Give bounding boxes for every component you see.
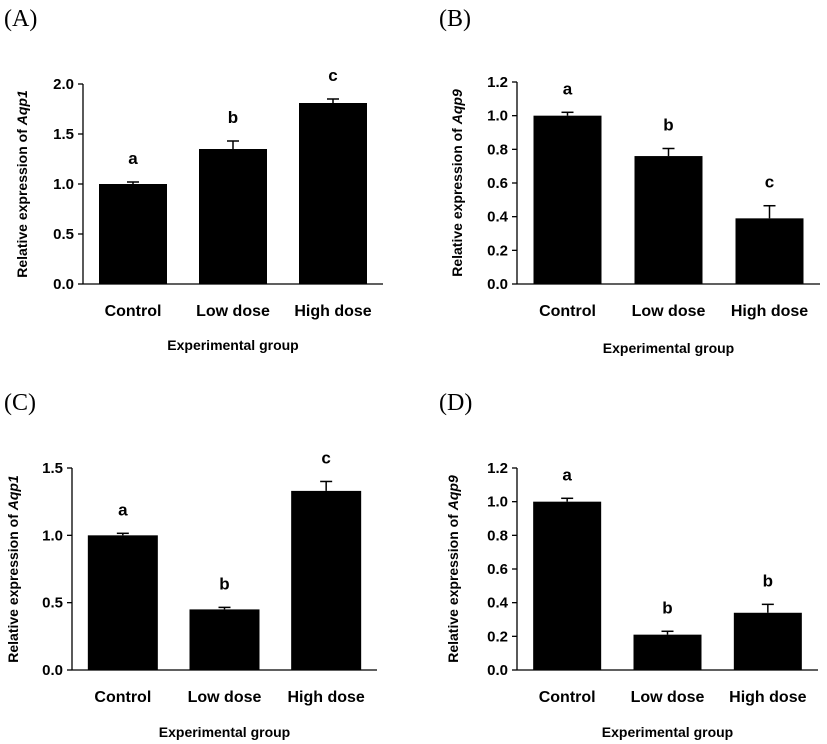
y-tick-label: 1.0: [53, 176, 74, 193]
y-axis-title-prefix: Relative expression of: [14, 125, 30, 278]
y-tick-label: 2.0: [53, 76, 74, 93]
category-label: High dose: [731, 303, 808, 320]
y-tick-label: 0.0: [42, 662, 63, 679]
y-tick-label: 1.5: [53, 126, 74, 143]
significance-label: c: [328, 66, 337, 85]
y-axis-title-gene: Aqp9: [445, 475, 461, 511]
significance-label: c: [765, 173, 774, 192]
bar: [735, 218, 804, 284]
y-tick-label: 0.8: [487, 527, 508, 544]
category-label: Control: [105, 303, 162, 320]
significance-label: b: [663, 115, 673, 134]
category-label: Control: [94, 689, 151, 706]
category-label: Low dose: [196, 303, 270, 320]
y-tick-label: 0.0: [487, 662, 508, 679]
bar: [199, 149, 267, 284]
panel-2: (B) 0.0 0.2 0.4 0.6 0.8 1.0 1.2 a Control b Low dos…: [439, 6, 820, 356]
panel-letter: (B): [439, 6, 471, 32]
bar: [634, 156, 703, 284]
bar: [189, 609, 260, 670]
y-axis-title-gene: Aqp1: [14, 90, 30, 126]
category-label: High dose: [287, 689, 364, 706]
panel-letter: (C): [4, 390, 36, 416]
category-label: Control: [539, 689, 596, 706]
bar: [533, 115, 602, 285]
significance-label: b: [228, 108, 238, 127]
y-axis-title-prefix: Relative expression of: [445, 510, 461, 663]
significance-label: a: [118, 500, 128, 519]
y-axis-title: Relative expression of Aqp9: [445, 475, 461, 663]
significance-label: c: [321, 448, 330, 467]
significance-label: b: [219, 574, 229, 593]
bar: [633, 634, 702, 670]
significance-label: a: [563, 79, 573, 98]
panel-4: (D) 0.0 0.2 0.4 0.6 0.8 1.0 1.2 a Control b Low dos…: [439, 390, 818, 740]
category-label: Low dose: [188, 689, 262, 706]
y-axis-title: Relative expression of Aqp1: [5, 475, 21, 663]
y-tick-label: 0.8: [487, 141, 508, 158]
y-tick-label: 0.0: [53, 276, 74, 293]
y-tick-label: 1.2: [487, 74, 508, 91]
category-label: Control: [539, 303, 596, 320]
y-tick-label: 1.2: [487, 460, 508, 477]
y-tick-label: 0.5: [42, 595, 63, 612]
y-tick-label: 1.0: [487, 108, 508, 125]
panel-letter: (D): [439, 390, 472, 416]
bar: [733, 612, 802, 670]
y-axis-title-gene: Aqp9: [449, 89, 465, 125]
significance-label: a: [128, 149, 138, 168]
y-tick-label: 0.6: [487, 175, 508, 192]
y-tick-label: 0.6: [487, 561, 508, 578]
category-label: Low dose: [631, 689, 705, 706]
y-tick-label: 0.4: [487, 209, 509, 226]
panel-1: (A) 0.0 0.5 1.0 1.5 2.0 a Control b Low dose c High…: [4, 6, 383, 353]
y-axis-title-prefix: Relative expression of: [5, 510, 21, 663]
y-tick-label: 0.5: [53, 226, 74, 243]
y-tick-label: 0.2: [487, 242, 508, 259]
panel-3: (C) 0.0 0.5 1.0 1.5 a Control b Low dose c High do…: [4, 390, 377, 740]
category-label: High dose: [729, 689, 806, 706]
x-axis-title: Experimental group: [159, 724, 290, 740]
significance-label: b: [662, 598, 672, 617]
bar: [291, 490, 362, 670]
y-tick-label: 1.0: [487, 494, 508, 511]
bar: [87, 535, 158, 670]
x-axis-title: Experimental group: [603, 340, 734, 356]
y-tick-label: 1.5: [42, 460, 63, 477]
y-axis-title-prefix: Relative expression of: [449, 124, 465, 277]
y-tick-label: 0.0: [487, 276, 508, 293]
bar: [533, 501, 602, 670]
y-tick-label: 0.2: [487, 628, 508, 645]
category-label: High dose: [294, 303, 371, 320]
y-axis-title-gene: Aqp1: [5, 475, 21, 511]
y-axis-title: Relative expression of Aqp1: [14, 90, 30, 278]
y-tick-label: 0.4: [487, 595, 509, 612]
x-axis-title: Experimental group: [602, 724, 733, 740]
x-axis-title: Experimental group: [167, 337, 298, 353]
bar: [99, 184, 167, 284]
y-tick-label: 1.0: [42, 527, 63, 544]
y-axis-title: Relative expression of Aqp9: [449, 89, 465, 277]
significance-label: a: [562, 465, 572, 484]
panel-letter: (A): [4, 6, 37, 32]
category-label: Low dose: [632, 303, 706, 320]
bar: [299, 103, 367, 284]
significance-label: b: [763, 571, 773, 590]
